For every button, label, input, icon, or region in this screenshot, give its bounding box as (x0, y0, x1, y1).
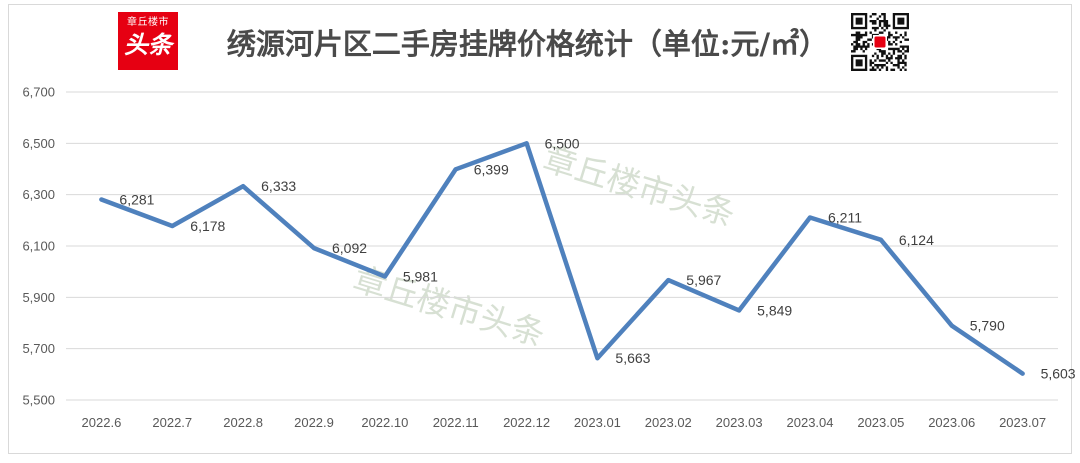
chart-title: 绣源河片区二手房挂牌价格统计（单位:元/㎡） (226, 27, 829, 61)
x-tick-label: 2022.9 (294, 415, 334, 430)
x-tick-label: 2022.6 (82, 415, 122, 430)
x-tick-label: 2023.07 (999, 415, 1046, 430)
qr-finder-core (897, 17, 905, 25)
y-tick-label: 6,100 (22, 239, 55, 254)
y-tick-label: 6,300 (22, 187, 55, 202)
data-label: 6,333 (261, 178, 296, 194)
qr-finder-core (855, 17, 863, 25)
data-label: 6,211 (828, 210, 862, 226)
data-point (737, 308, 742, 313)
data-label: 5,849 (757, 302, 792, 318)
chart-frame (8, 4, 1072, 454)
toutiao-logo-icon (874, 36, 886, 48)
y-tick-label: 6,500 (22, 136, 55, 151)
data-label: 6,124 (899, 232, 934, 248)
logo-top-text: 章丘楼市 (127, 17, 169, 28)
x-tick-label: 2022.10 (361, 415, 408, 430)
x-tick-label: 2023.02 (645, 415, 692, 430)
x-tick-label: 2022.11 (433, 415, 479, 430)
data-label: 6,092 (332, 240, 367, 256)
data-point (312, 246, 316, 251)
data-point (808, 215, 812, 220)
data-point (453, 167, 458, 172)
x-tick-label: 2023.01 (574, 415, 621, 430)
data-point (949, 323, 954, 328)
x-tick-label: 2022.8 (223, 415, 263, 430)
data-label: 6,500 (545, 135, 580, 151)
data-label: 6,399 (474, 161, 509, 177)
data-point (241, 184, 246, 189)
data-label: 5,663 (615, 350, 650, 366)
data-point (595, 356, 600, 361)
qr-finder-core (855, 59, 863, 67)
x-tick-label: 2022.7 (152, 415, 192, 430)
x-tick-label: 2023.06 (928, 415, 975, 430)
data-point (878, 237, 883, 242)
y-tick-label: 5,500 (22, 393, 55, 408)
x-tick-label: 2023.05 (857, 415, 904, 430)
qr-code-icon (851, 13, 909, 71)
x-tick-label: 2023.03 (716, 415, 763, 430)
brand-logo: 章丘楼市 头条 (118, 12, 178, 70)
series-line (99, 141, 1025, 376)
data-point (524, 141, 529, 146)
data-point (99, 197, 104, 202)
data-label: 5,981 (403, 269, 438, 285)
data-label: 6,281 (119, 192, 154, 208)
data-label: 5,790 (970, 318, 1005, 334)
data-point (382, 274, 387, 279)
x-tick-label: 2023.04 (787, 415, 834, 430)
data-label: 5,603 (1041, 366, 1076, 382)
logo-main-text: 头条 (124, 31, 172, 59)
data-point (666, 278, 671, 283)
y-tick-label: 6,700 (22, 85, 55, 100)
y-tick-label: 5,900 (22, 290, 55, 305)
data-label: 6,178 (190, 218, 225, 234)
data-label: 5,967 (686, 272, 721, 288)
data-point (1020, 371, 1025, 376)
x-tick-label: 2022.12 (503, 415, 550, 430)
data-point (170, 223, 175, 228)
y-tick-label: 5,700 (22, 341, 55, 356)
